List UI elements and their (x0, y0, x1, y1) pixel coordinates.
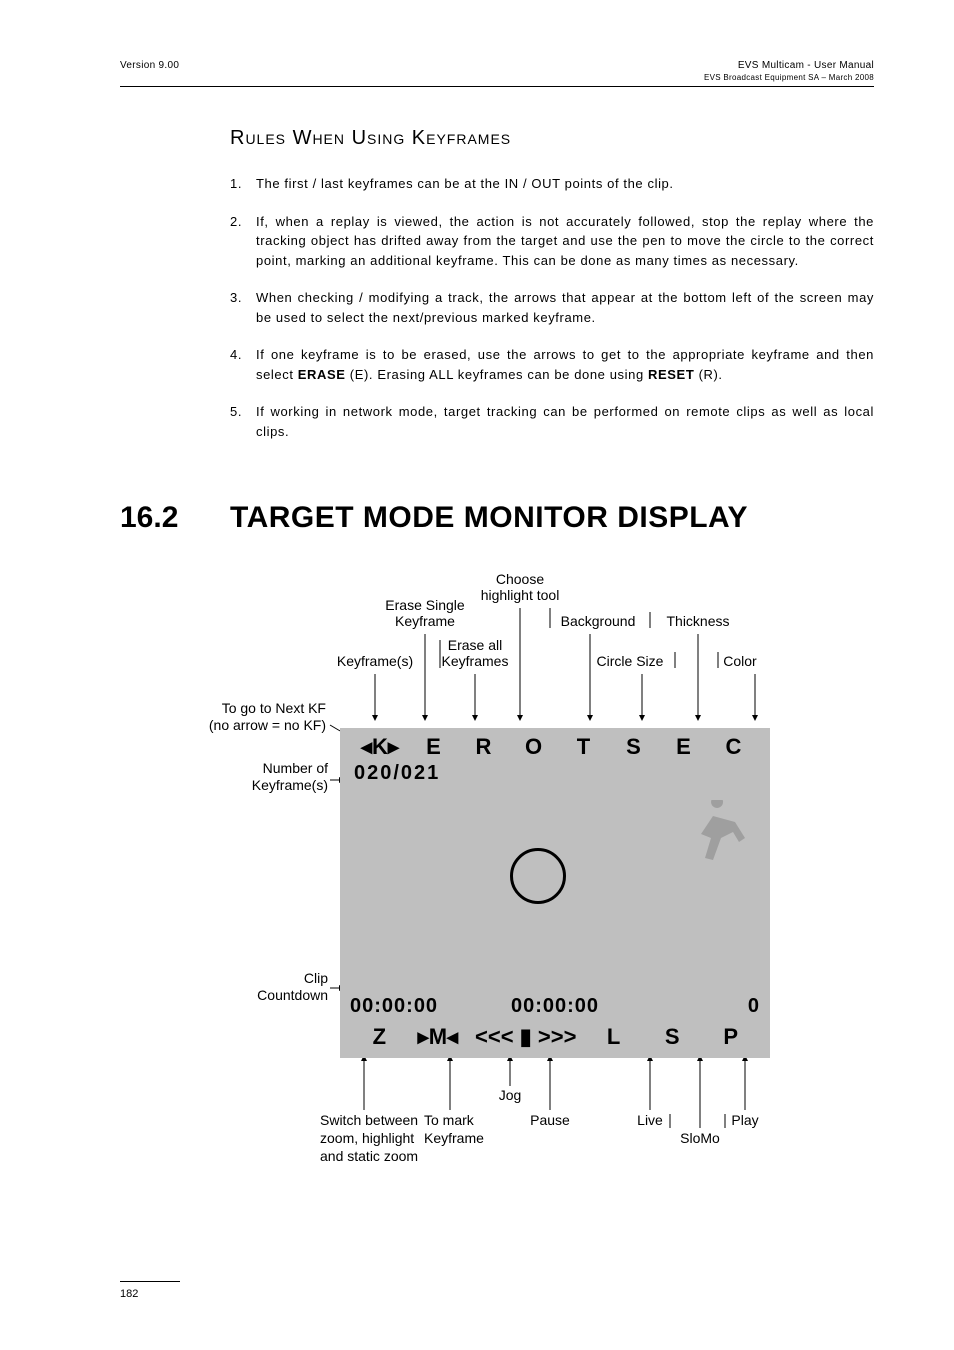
chapter-title: TARGET MODE MONITOR DISPLAY (230, 501, 748, 535)
display-timecode-row: 00:00:00 00:00:00 0 (340, 995, 770, 1018)
rule-text: If one keyframe is to be erased, use the… (256, 345, 874, 384)
page-header: Version 9.00 EVS Multicam - User Manual … (120, 60, 874, 82)
label-switch-2: zoom, highlight (320, 1130, 414, 1146)
label-jog: Jog (499, 1087, 522, 1103)
rule-number: 1. (230, 174, 256, 194)
label-erase-all-2: Keyframes (442, 653, 509, 669)
chapter-number: 16.2 (120, 501, 230, 535)
label-clip-countdown: Clip Countdown (242, 970, 328, 1004)
display-tc-right: 0 (623, 995, 760, 1018)
display-key-o: O (510, 734, 560, 760)
display-top-row: ◂K▸ E R O T S E C (340, 728, 770, 760)
rule-item: 3. When checking / modifying a track, th… (230, 288, 874, 327)
rules-list: 1. The first / last keyframes can be at … (230, 174, 874, 441)
display-key-s2: S (643, 1024, 702, 1050)
display-key-p: P (701, 1024, 760, 1050)
chapter-heading: 16.2 TARGET MODE MONITOR DISPLAY (120, 501, 874, 535)
label-circle-size: Circle Size (597, 653, 664, 669)
display-key-z: Z (350, 1024, 409, 1050)
footer-rule (120, 1281, 180, 1282)
runner-silhouette-icon (686, 800, 748, 870)
display-bottom-row: Z ▸M◂ <<< ▮ >>> L S P (340, 1024, 770, 1058)
header-right: EVS Multicam - User Manual EVS Broadcast… (704, 60, 874, 82)
display-key-jog: <<< ▮ >>> (467, 1024, 584, 1050)
label-erase-single: Erase Single (385, 597, 465, 613)
header-manual-title: EVS Multicam - User Manual (704, 60, 874, 71)
rule-text: If working in network mode, target track… (256, 402, 874, 441)
display-key-m: ▸M◂ (409, 1024, 468, 1050)
label-switch-3: and static zoom (320, 1148, 418, 1164)
monitor-display: ◂K▸ E R O T S E C 020/021 00:00:00 00:00… (340, 728, 770, 1058)
header-rule (120, 86, 874, 87)
label-slomo: SloMo (680, 1130, 720, 1146)
label-num-kf: Number of Keyframe(s) (242, 760, 328, 794)
rule-number: 5. (230, 402, 256, 441)
label-background: Background (561, 613, 636, 629)
label-pause: Pause (530, 1112, 570, 1128)
rule-item: 2. If, when a replay is viewed, the acti… (230, 212, 874, 271)
main-content: Rules When Using Keyframes 1. The first … (230, 127, 874, 441)
display-key-r: R (460, 734, 510, 760)
display-tc-mid: 00:00:00 (487, 995, 624, 1018)
display-key-e2: E (660, 734, 710, 760)
label-tomark-2: Keyframe (424, 1130, 484, 1146)
label-live: Live (637, 1112, 663, 1128)
label-switch-1: Switch between (320, 1112, 418, 1128)
rule-item: 5. If working in network mode, target tr… (230, 402, 874, 441)
page-number: 182 (120, 1288, 138, 1300)
display-key-s: S (610, 734, 660, 760)
rule-number: 4. (230, 345, 256, 384)
rule-number: 3. (230, 288, 256, 327)
label-choose-2: highlight tool (481, 587, 560, 603)
target-circle-icon (510, 848, 566, 904)
label-tomark-1: To mark (424, 1112, 475, 1128)
display-key-e: E (410, 734, 460, 760)
display-key-l: L (584, 1024, 643, 1050)
rule-item: 1. The first / last keyframes can be at … (230, 174, 874, 194)
rule-number: 2. (230, 212, 256, 271)
rule-text: If, when a replay is viewed, the action … (256, 212, 874, 271)
label-next-kf: To go to Next KF (no arrow = no KF) (198, 700, 326, 734)
label-color: Color (723, 653, 757, 669)
label-keyframes: Keyframe(s) (337, 653, 413, 669)
header-company: EVS Broadcast Equipment SA – March 2008 (704, 73, 874, 82)
display-tc-left: 00:00:00 (350, 995, 487, 1018)
header-version: Version 9.00 (120, 60, 179, 82)
display-key-c: C (710, 734, 760, 760)
rule-text: When checking / modifying a track, the a… (256, 288, 874, 327)
section-heading: Rules When Using Keyframes (230, 127, 874, 150)
label-erase-all: Erase all (448, 637, 502, 653)
display-key-t: T (560, 734, 610, 760)
label-erase-single-2: Keyframe (395, 613, 455, 629)
display-key-k: ◂K▸ (350, 734, 410, 760)
monitor-diagram: To go to Next KF (no arrow = no KF) Numb… (210, 570, 740, 1170)
display-keyframe-count: 020/021 (340, 762, 770, 785)
label-play: Play (731, 1112, 758, 1128)
label-choose: Choose (496, 571, 544, 587)
rule-text: The first / last keyframes can be at the… (256, 174, 874, 194)
rule-item: 4. If one keyframe is to be erased, use … (230, 345, 874, 384)
label-thickness: Thickness (666, 613, 729, 629)
